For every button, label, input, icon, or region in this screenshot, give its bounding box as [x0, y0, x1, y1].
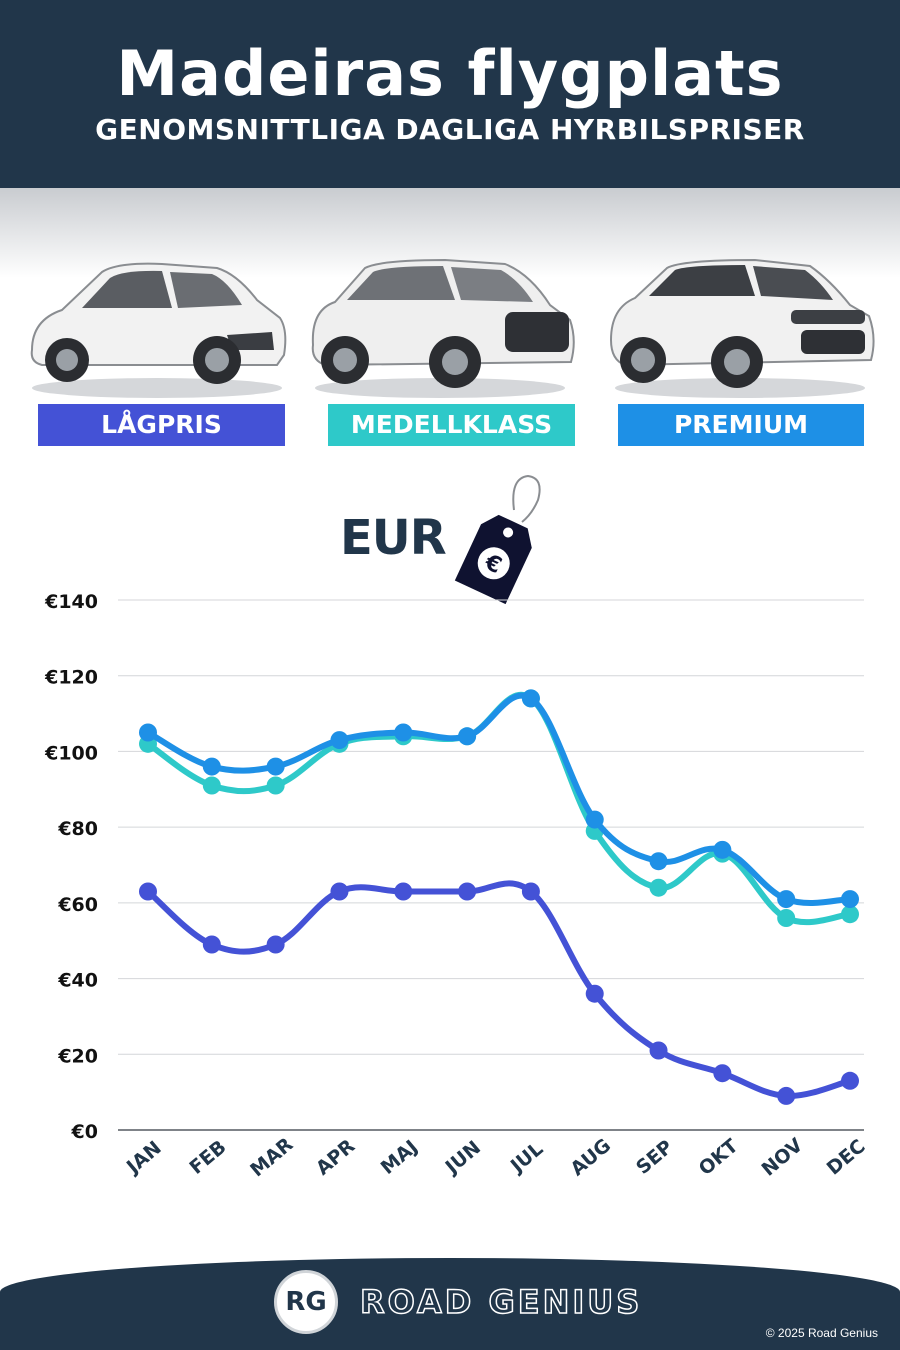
data-point [777, 1086, 796, 1105]
category-badge-premium: PREMIUM [618, 404, 864, 446]
category-badge-lagpris: LÅGPRIS [38, 404, 285, 446]
page-subtitle: GENOMSNITTLIGA DAGLIGA HYRBILSPRISER [95, 113, 805, 146]
x-tick-label: DEC [823, 1135, 870, 1179]
data-point [266, 935, 285, 954]
data-point [458, 882, 477, 901]
x-tick-label: MAJ [377, 1136, 422, 1179]
data-point [841, 890, 859, 909]
data-point [649, 852, 668, 871]
x-tick-label: FEB [185, 1136, 230, 1179]
y-tick-label: €140 [44, 591, 98, 613]
x-tick-label: JUN [440, 1137, 485, 1180]
premium-suv-image [609, 258, 875, 398]
price-line-chart: €0 €20 €40 €60 €80 €100 €120 €140 JAN FEB MAR APR MA… [44, 591, 870, 1181]
page-title: Madeiras flygplats [116, 37, 784, 110]
data-point [202, 776, 221, 795]
data-point [841, 905, 859, 924]
data-point [330, 882, 349, 901]
data-point [713, 1064, 732, 1083]
data-point [139, 723, 157, 742]
data-point [649, 1041, 668, 1060]
data-point [266, 757, 285, 776]
data-point [841, 1071, 859, 1090]
x-tick-label: JUL [505, 1138, 547, 1178]
currency-label: EUR [340, 510, 447, 566]
data-point [202, 757, 221, 776]
data-point [266, 776, 285, 795]
data-point [394, 723, 413, 742]
y-tick-label: €80 [57, 818, 98, 840]
y-tick-label: €100 [44, 742, 98, 764]
x-tick-label: AUG [567, 1134, 616, 1180]
x-tick-label: SEP [632, 1136, 677, 1179]
data-point [521, 882, 540, 901]
copyright-text: © 2025 Road Genius [765, 1326, 878, 1340]
x-tick-label: OKT [695, 1135, 743, 1180]
y-tick-label: €0 [71, 1121, 98, 1143]
data-point [777, 909, 796, 927]
hatchback-car-image [30, 262, 287, 398]
category-badge-medellklass: MEDELLKLASS [328, 404, 575, 446]
data-point [202, 935, 221, 954]
data-point [649, 878, 668, 897]
road-genius-logo: RG [274, 1270, 338, 1334]
data-point [713, 840, 732, 859]
data-point [777, 890, 796, 909]
series-line [145, 691, 853, 926]
x-tick-label: APR [312, 1135, 360, 1180]
euro-price-tag-icon: € [454, 474, 541, 605]
y-tick-label: €20 [57, 1045, 98, 1067]
data-point [585, 810, 604, 829]
x-tick-label: MAR [246, 1133, 297, 1181]
x-tick-label: JAN [121, 1137, 166, 1179]
x-tick-label: NOV [758, 1134, 808, 1181]
brand-name: ROAD GENIUS [359, 1282, 643, 1322]
series-line [145, 880, 853, 1099]
y-tick-label: €120 [44, 667, 98, 689]
data-point [394, 882, 413, 901]
footer-bar [0, 1258, 900, 1350]
suv-car-image [311, 258, 575, 398]
data-point [521, 689, 540, 708]
y-tick-label: €40 [57, 970, 98, 992]
data-point [330, 731, 349, 750]
data-point [458, 727, 477, 746]
data-point [585, 984, 604, 1003]
data-point [139, 882, 157, 901]
y-tick-label: €60 [57, 894, 98, 916]
header-banner: Madeiras flygplats GENOMSNITTLIGA DAGLIG… [0, 0, 900, 188]
